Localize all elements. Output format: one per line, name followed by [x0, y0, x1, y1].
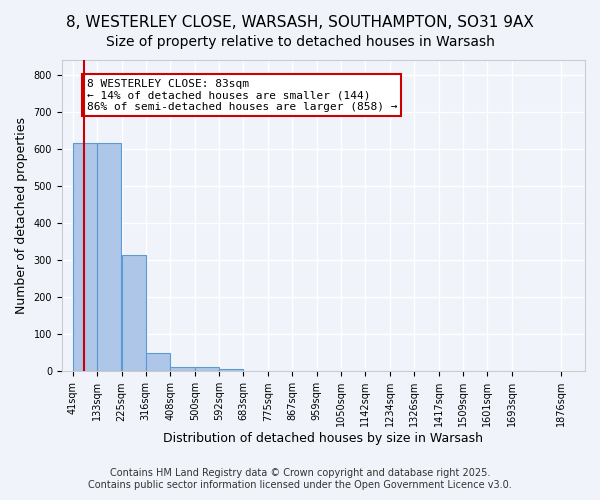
Text: 8 WESTERLEY CLOSE: 83sqm
← 14% of detached houses are smaller (144)
86% of semi-: 8 WESTERLEY CLOSE: 83sqm ← 14% of detach…: [86, 78, 397, 112]
Bar: [73, 144, 97, 372]
X-axis label: Distribution of detached houses by size in Warsash: Distribution of detached houses by size …: [163, 432, 484, 445]
Text: Contains HM Land Registry data © Crown copyright and database right 2025.
Contai: Contains HM Land Registry data © Crown c…: [88, 468, 512, 490]
Y-axis label: Number of detached properties: Number of detached properties: [15, 117, 28, 314]
Bar: [122, 254, 146, 372]
Bar: [170, 367, 194, 372]
Bar: [244, 370, 268, 372]
Text: Size of property relative to detached houses in Warsash: Size of property relative to detached ho…: [106, 35, 494, 49]
Text: 8, WESTERLEY CLOSE, WARSASH, SOUTHAMPTON, SO31 9AX: 8, WESTERLEY CLOSE, WARSASH, SOUTHAMPTON…: [66, 15, 534, 30]
Bar: [220, 370, 244, 372]
Bar: [97, 144, 121, 372]
Bar: [195, 367, 219, 372]
Bar: [146, 353, 170, 372]
